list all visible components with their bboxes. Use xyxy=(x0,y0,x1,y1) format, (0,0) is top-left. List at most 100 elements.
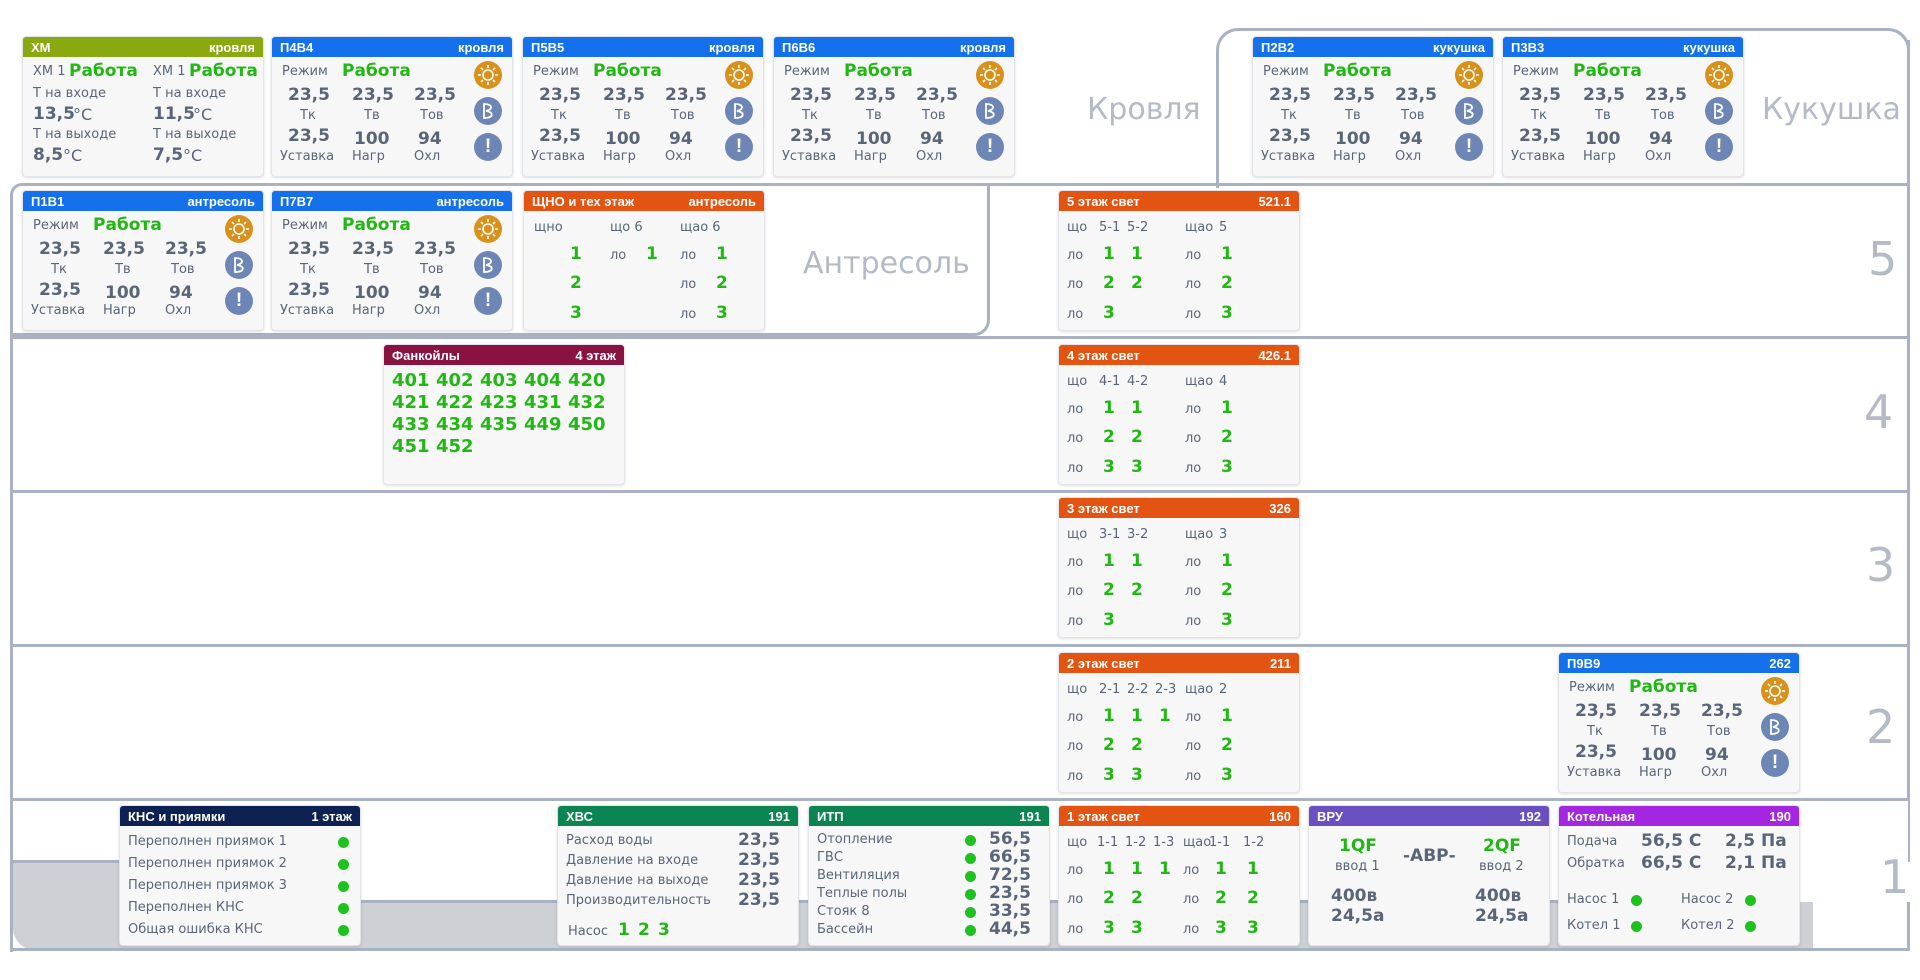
light1-s3-1[interactable]: 3 xyxy=(1215,918,1227,938)
light-switch[interactable]: 2 xyxy=(1131,427,1143,447)
hvs-pump-3[interactable]: 3 xyxy=(658,920,670,940)
vent-card-П3В3[interactable]: П3В3 кукушка Режим Работа 23,5 Тк 23,5 Тв 23,5 То… xyxy=(1502,36,1744,177)
alert-icon[interactable]: ! xyxy=(474,287,502,315)
vent-card-П1В1[interactable]: П1В1 антресоль Режим Работа 23,5 Тк 23,5 Тв 23,5… xyxy=(22,190,264,331)
shno-a2[interactable]: 2 xyxy=(570,273,582,293)
fancoil-room[interactable]: 452 xyxy=(436,436,474,457)
alert-icon[interactable]: ! xyxy=(1761,749,1789,777)
shno-card[interactable]: ЩНО и тех этаж антресоль щно що 6 щао 6 … xyxy=(523,190,765,331)
fancoil-room[interactable]: 435 xyxy=(480,414,518,435)
light1-s1-2[interactable]: 1 xyxy=(1247,859,1259,879)
sun-icon[interactable] xyxy=(474,61,502,89)
fan-icon[interactable] xyxy=(474,251,502,279)
shno-c3[interactable]: 3 xyxy=(716,303,728,323)
sun-icon[interactable] xyxy=(1455,61,1483,89)
light-switch[interactable]: 2 xyxy=(1103,580,1115,600)
light-switch[interactable]: 3 xyxy=(1103,765,1115,785)
fan-icon[interactable] xyxy=(1761,713,1789,741)
alert-icon[interactable]: ! xyxy=(1455,133,1483,161)
light1-r3-2[interactable]: 3 xyxy=(1131,918,1143,938)
light-switch-right[interactable]: 2 xyxy=(1221,427,1233,447)
fancoil-room[interactable]: 449 xyxy=(524,414,562,435)
light1-r1-3[interactable]: 1 xyxy=(1159,859,1171,879)
light-card-5 этаж свет[interactable]: 5 этаж свет 521.1 що 5-1 5-2 щао 5 ло 1 1 ло 1 ло 2 2 л… xyxy=(1058,190,1300,331)
light-switch[interactable]: 2 xyxy=(1131,735,1143,755)
light1-r1-2[interactable]: 1 xyxy=(1131,859,1143,879)
alert-icon[interactable]: ! xyxy=(474,133,502,161)
vru-qf2[interactable]: 2QF xyxy=(1483,836,1521,856)
fan-icon[interactable] xyxy=(474,97,502,125)
fancoil-room[interactable]: 451 xyxy=(392,436,430,457)
light-switch[interactable]: 1 xyxy=(1103,551,1115,571)
fan-icon[interactable] xyxy=(1705,97,1733,125)
light-switch-right[interactable]: 2 xyxy=(1221,273,1233,293)
light-switch[interactable]: 1 xyxy=(1131,244,1143,264)
fancoil-room[interactable]: 450 xyxy=(568,414,606,435)
light1-r1-1[interactable]: 1 xyxy=(1103,859,1115,879)
light-switch[interactable]: 2 xyxy=(1131,580,1143,600)
fancoil-room[interactable]: 401 xyxy=(392,370,430,391)
fancoil-room[interactable]: 420 xyxy=(568,370,606,391)
alert-icon[interactable]: ! xyxy=(725,133,753,161)
fan-icon[interactable] xyxy=(725,97,753,125)
hvs-pump-1[interactable]: 1 xyxy=(618,920,630,940)
fancoil-room[interactable]: 433 xyxy=(392,414,430,435)
fancoils-card[interactable]: Фанкойлы 4 этаж 401 402 403 404 420 421 422 423… xyxy=(383,344,625,485)
fancoil-room[interactable]: 422 xyxy=(436,392,474,413)
light-switch-right[interactable]: 3 xyxy=(1221,457,1233,477)
fan-icon[interactable] xyxy=(225,251,253,279)
fancoil-room[interactable]: 432 xyxy=(568,392,606,413)
light-card-2 этаж свет[interactable]: 2 этаж свет 211 що 2-1 2-2 2-3 щао 2 ло 1 1 1 ло 1 ло 2… xyxy=(1058,652,1300,793)
light-switch-right[interactable]: 3 xyxy=(1221,610,1233,630)
light-switch[interactable]: 1 xyxy=(1159,706,1171,726)
fancoil-room[interactable]: 431 xyxy=(524,392,562,413)
light-card-floor-1[interactable]: 1 этаж свет 160 що 1-1 1-2 1-3 щао 1-1 1… xyxy=(1058,805,1300,946)
fancoil-room[interactable]: 404 xyxy=(524,370,562,391)
light-switch-right[interactable]: 1 xyxy=(1221,706,1233,726)
light-switch[interactable]: 3 xyxy=(1103,303,1115,323)
hvs-pump-2[interactable]: 2 xyxy=(638,920,650,940)
light1-s2-1[interactable]: 2 xyxy=(1215,888,1227,908)
sun-icon[interactable] xyxy=(474,215,502,243)
alert-icon[interactable]: ! xyxy=(1705,133,1733,161)
fancoil-room[interactable]: 423 xyxy=(480,392,518,413)
shno-a1[interactable]: 1 xyxy=(570,244,582,264)
vent-card-П9В9[interactable]: П9В9 262 Режим Работа 23,5 Тк 23,5 Тв 23,5 Тов 23,… xyxy=(1558,652,1800,793)
light-switch[interactable]: 3 xyxy=(1103,457,1115,477)
vent-card-П4В4[interactable]: П4В4 кровля Режим Работа 23,5 Тк 23,5 Тв 23,5 Тов… xyxy=(271,36,513,177)
light-switch[interactable]: 3 xyxy=(1131,765,1143,785)
light-switch-right[interactable]: 1 xyxy=(1221,551,1233,571)
sun-icon[interactable] xyxy=(976,61,1004,89)
light-switch[interactable]: 1 xyxy=(1103,244,1115,264)
vent-card-П7В7[interactable]: П7В7 антресоль Режим Работа 23,5 Тк 23,5 Тв 23,5… xyxy=(271,190,513,331)
vent-card-П2В2[interactable]: П2В2 кукушка Режим Работа 23,5 Тк 23,5 Тв 23,5 То… xyxy=(1252,36,1494,177)
fancoil-room[interactable]: 421 xyxy=(392,392,430,413)
light-switch-right[interactable]: 1 xyxy=(1221,244,1233,264)
light-switch[interactable]: 1 xyxy=(1131,398,1143,418)
light-switch-right[interactable]: 3 xyxy=(1221,303,1233,323)
xm-card[interactable]: ХМ кровля ХМ 1 Работа ХМ 1 Работа Т на в… xyxy=(22,36,264,177)
shno-c1[interactable]: 1 xyxy=(716,244,728,264)
light-card-3 этаж свет[interactable]: 3 этаж свет 326 що 3-1 3-2 щао 3 ло 1 1 ло 1 ло 2 2 ло 2… xyxy=(1058,497,1300,638)
light-switch[interactable]: 2 xyxy=(1103,427,1115,447)
light-switch[interactable]: 2 xyxy=(1103,735,1115,755)
light-switch[interactable]: 2 xyxy=(1103,273,1115,293)
vru-card[interactable]: ВРУ 192 1QF ввод 1 -АВР- 2QF ввод 2 400в… xyxy=(1308,805,1550,946)
vru-qf1[interactable]: 1QF xyxy=(1339,836,1377,856)
light-switch[interactable]: 1 xyxy=(1103,398,1115,418)
shno-b1[interactable]: 1 xyxy=(646,244,658,264)
vent-card-П5В5[interactable]: П5В5 кровля Режим Работа 23,5 Тк 23,5 Тв 23,5 Тов… xyxy=(522,36,764,177)
fancoil-room[interactable]: 402 xyxy=(436,370,474,391)
vent-card-П6В6[interactable]: П6В6 кровля Режим Работа 23,5 Тк 23,5 Тв 23,5 Тов… xyxy=(773,36,1015,177)
light-switch[interactable]: 1 xyxy=(1103,706,1115,726)
boiler-card[interactable]: Котельная 190 Подача 56,5 С 2,5 Па Обрат… xyxy=(1558,805,1800,946)
light-switch[interactable]: 1 xyxy=(1131,706,1143,726)
hvs-card[interactable]: ХВС 191 Расход воды 23,5 Давление на входе… xyxy=(557,805,799,946)
light-switch-right[interactable]: 1 xyxy=(1221,398,1233,418)
alert-icon[interactable]: ! xyxy=(225,287,253,315)
light1-r2-1[interactable]: 2 xyxy=(1103,888,1115,908)
light1-r3-1[interactable]: 3 xyxy=(1103,918,1115,938)
sun-icon[interactable] xyxy=(1705,61,1733,89)
light-card-4 этаж свет[interactable]: 4 этаж свет 426.1 що 4-1 4-2 щао 4 ло 1 1 ло 1 ло 2 2 л… xyxy=(1058,344,1300,485)
fan-icon[interactable] xyxy=(1455,97,1483,125)
